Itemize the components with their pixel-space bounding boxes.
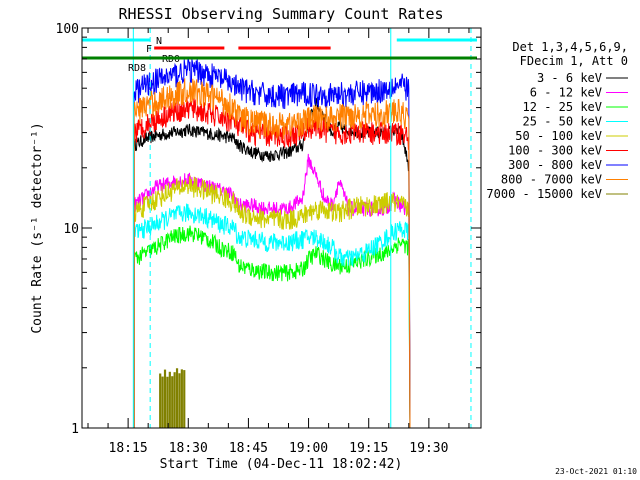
x-tick-label-2: 18:45	[229, 441, 268, 456]
legend-label-25-50-kev: 25 - 50 keV	[523, 115, 602, 129]
flag-label-n: N	[156, 36, 162, 47]
y-tick-label-0: 1	[71, 422, 79, 437]
legend-header-2: FDecim 1, Att 0	[520, 54, 628, 68]
legend-label-12-25-kev: 12 - 25 keV	[523, 100, 602, 114]
series-spikes-7000-15000-kev	[159, 368, 186, 428]
flag-layer: NFRD0RD8	[82, 28, 477, 428]
x-tick-label-4: 19:15	[349, 441, 388, 456]
chart-title: RHESSI Observing Summary Count Rates	[118, 5, 443, 23]
legend-header-1: Det 1,3,4,5,6,9,	[512, 40, 628, 54]
series-line-300-800-kev	[133, 57, 411, 429]
series-line-25-50-kev	[133, 203, 411, 429]
axis-layer: 1 10 100 18:15 18:30 18:45 19:00 19:15 19:30	[56, 22, 481, 456]
x-axis-label: Start Time (04-Dec-11 18:02:42)	[160, 457, 403, 472]
x-tick-label-3: 19:00	[289, 441, 328, 456]
x-tick-label-0: 18:15	[109, 441, 148, 456]
series-line-100-300-kev	[133, 97, 411, 429]
legend-label-3-6-kev: 3 - 6 keV	[537, 71, 602, 85]
legend-label-7000-15000-kev: 7000 - 15000 keV	[486, 187, 602, 201]
x-tick-label-5: 19:30	[409, 441, 448, 456]
legend-label-300-800-kev: 300 - 800 keV	[508, 158, 602, 172]
flag-label-f: F	[146, 44, 152, 55]
legend-label-6-12-kev: 6 - 12 keV	[530, 86, 602, 100]
legend-label-800-7000-kev: 800 - 7000 keV	[501, 173, 602, 187]
y-axis-label: Count Rate (s⁻¹ detector⁻¹)	[30, 122, 45, 333]
series-line-50-100-kev	[133, 174, 411, 429]
flag-label-rd8: RD8	[128, 63, 146, 74]
generated-timestamp: 23-Oct-2021 01:10	[555, 467, 637, 476]
y-tick-label-2: 100	[56, 22, 79, 37]
series-line-800-7000-kev	[133, 78, 411, 429]
legend-label-50-100-kev: 50 - 100 keV	[515, 129, 602, 143]
y-tick-label-1: 10	[63, 222, 79, 237]
x-tick-label-1: 18:30	[169, 441, 208, 456]
legend-label-100-300-kev: 100 - 300 keV	[508, 144, 602, 158]
